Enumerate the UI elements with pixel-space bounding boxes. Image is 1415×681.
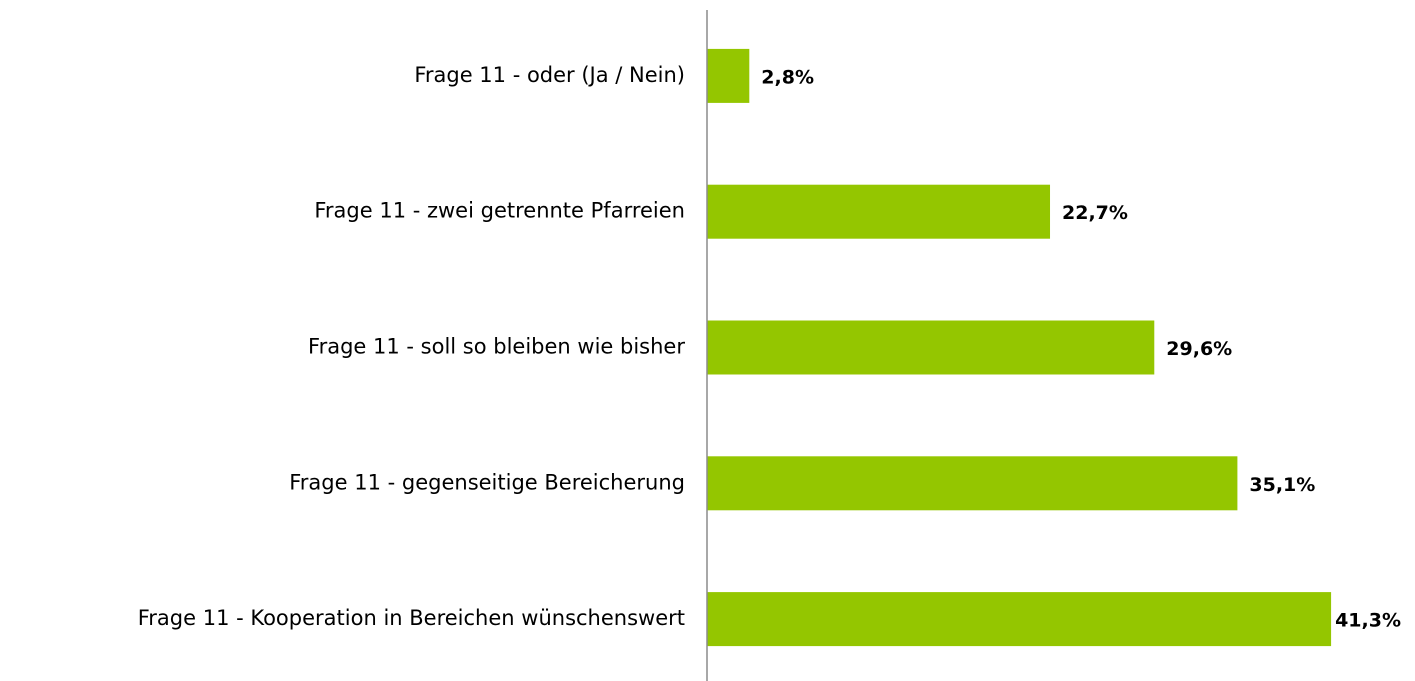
value-label: 2,8% — [761, 66, 814, 88]
value-label: 29,6% — [1166, 338, 1232, 360]
y-tick-label: Frage 11 - gegenseitige Bereicherung — [289, 470, 685, 494]
y-tick-label: Frage 11 - oder (Ja / Nein) — [414, 63, 685, 87]
value-label: 41,3% — [1335, 610, 1401, 632]
y-tick-label: Frage 11 - soll so bleiben wie bisher — [308, 335, 685, 359]
bar — [707, 48, 750, 103]
y-tick-label: Frage 11 - zwei getrennte Pfarreien — [314, 199, 685, 223]
y-tick-label: Frage 11 - Kooperation in Bereichen wüns… — [138, 606, 685, 630]
bar — [707, 320, 1155, 375]
value-label: 22,7% — [1062, 202, 1128, 224]
bar — [707, 592, 1332, 647]
bar — [707, 184, 1051, 239]
bar — [707, 456, 1238, 511]
value-label: 35,1% — [1249, 474, 1315, 496]
